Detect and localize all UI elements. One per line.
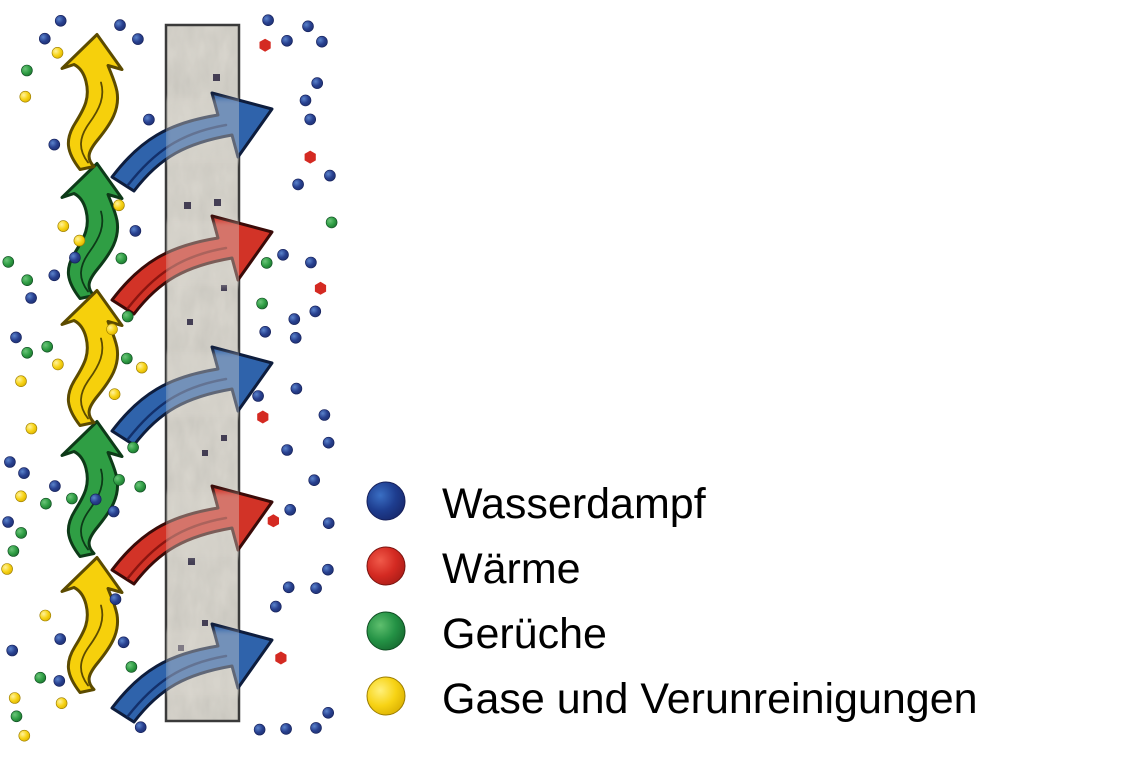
svg-text:Gerüche: Gerüche bbox=[442, 610, 607, 658]
svg-text:Wärme: Wärme bbox=[442, 545, 581, 593]
svg-text:Wasserdampf: Wasserdampf bbox=[442, 480, 707, 528]
svg-text:Gase und Verunreinigungen: Gase und Verunreinigungen bbox=[442, 675, 978, 723]
